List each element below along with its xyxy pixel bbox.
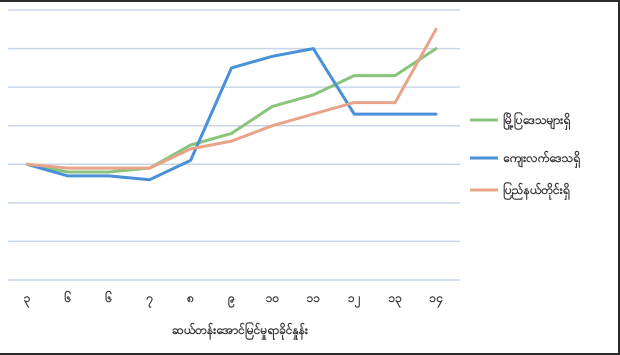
x-tick-label: ၁၁ [307,291,321,305]
x-axis-title: ဆယ်တန်းအောင်မြင်မှုရာခိုင်နှုန်း [172,320,309,341]
x-tick-label: ၆ [64,289,72,305]
series-line-0 [25,47,438,174]
series-line-1 [25,47,438,182]
x-tick-label: ၈ [186,291,194,305]
x-tick-label: ၆ [104,289,112,305]
x-tick-label: ၁၄ [429,291,443,309]
x-tick-label: ၁၃ [388,291,402,309]
series-line-2 [25,27,438,170]
x-tick-label: ၁၀ [266,291,280,305]
x-tick-label: ၁၂ [348,291,361,309]
x-tick-label: ၉ [227,291,235,309]
legend-label-2: ပြည်နယ်တိုင်းရှိ [503,180,570,201]
x-tick-label: ၇ [145,291,153,309]
x-tick-label: ၃ [24,291,31,309]
legend-label-0: မြို့ပြဒေသများရှိ [503,110,571,131]
legend-label-1: ကျေးလက်ဒေသရှိ [502,149,580,169]
